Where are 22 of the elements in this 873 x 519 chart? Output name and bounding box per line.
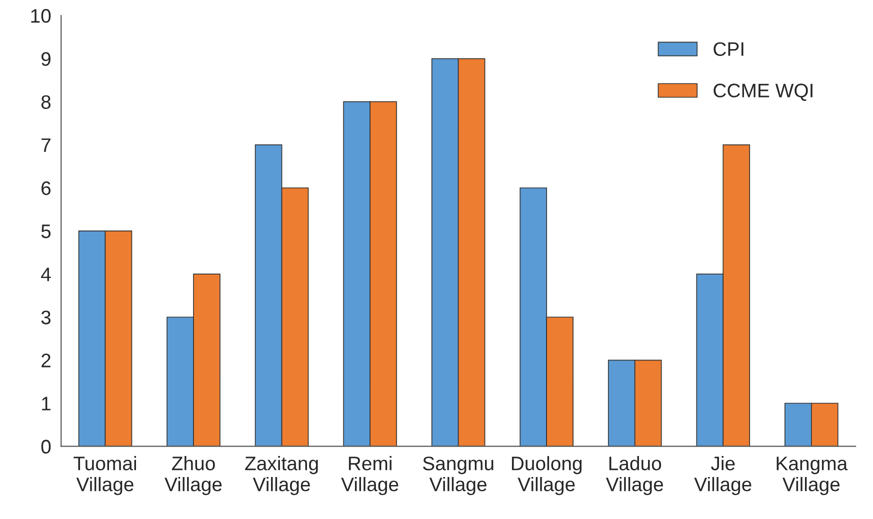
legend-label: CCME WQI — [714, 84, 812, 101]
y-tick-label: 6 — [42, 181, 51, 196]
y-tick-label: 0 — [41, 440, 51, 454]
x-tick-label: Laduo Village — [606, 456, 664, 496]
y-tick-label: 7 — [42, 138, 50, 152]
x-tick-label: Duolong Village — [512, 456, 582, 496]
x-tick-label: Remi Village — [341, 456, 398, 496]
y-tick-label: 9 — [41, 52, 50, 66]
x-tick-label: Zhuo Village — [164, 456, 222, 496]
legend-label: CPI — [714, 42, 744, 56]
x-tick-label: Zaxitang Village — [245, 456, 318, 496]
y-tick-label: 2 — [42, 354, 50, 368]
y-tick-label: 5 — [41, 224, 51, 238]
y-tick-label: 4 — [41, 268, 51, 282]
x-tick-label: Tuomai Village — [74, 456, 136, 496]
x-tick-label: Sangmu Village — [423, 456, 494, 496]
x-tick-label: Kangma Village — [776, 456, 848, 496]
y-tick-label: 10 — [31, 9, 51, 23]
x-tick-label: Jie Village — [694, 456, 752, 496]
y-tick-label: 8 — [41, 95, 51, 109]
y-tick-label: 1 — [42, 396, 50, 410]
y-tick-label: 3 — [41, 310, 51, 324]
